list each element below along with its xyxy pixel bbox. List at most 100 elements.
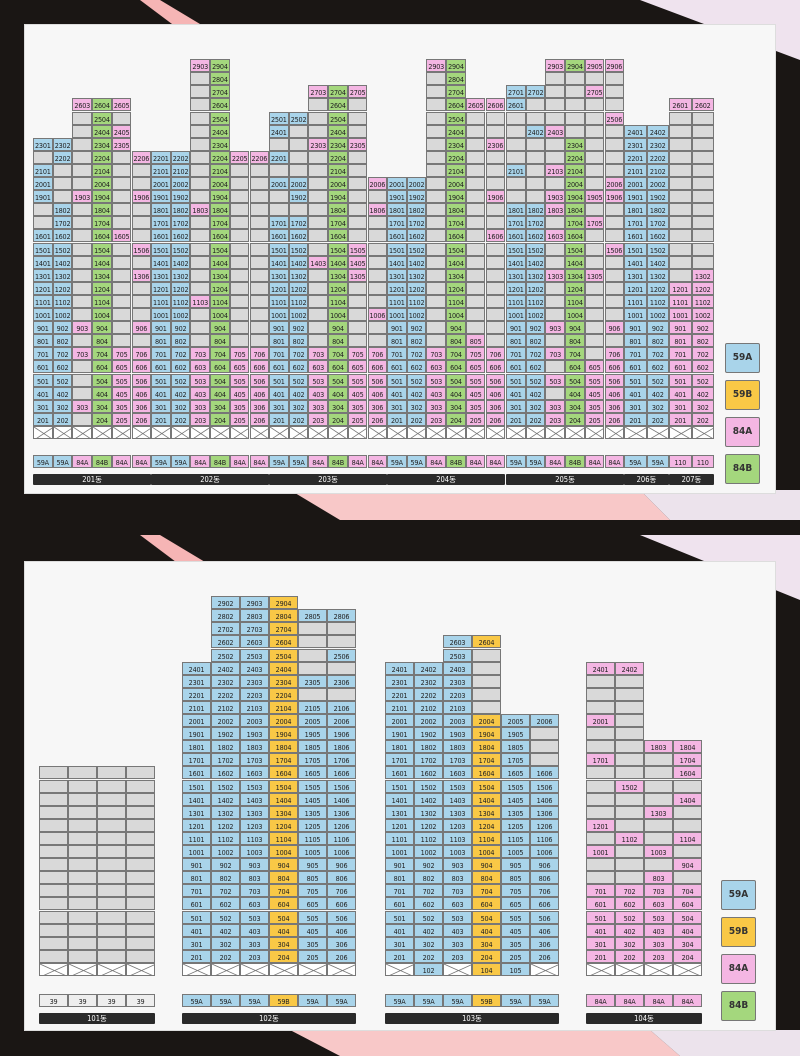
unit-cell[interactable] — [691, 177, 714, 191]
unit-cell[interactable]: 1606 — [530, 766, 559, 780]
unit-cell[interactable]: 904 — [328, 321, 348, 335]
unit-cell[interactable]: 904 — [673, 858, 702, 872]
unit-cell[interactable]: 404 — [565, 386, 585, 400]
unit-cell[interactable]: 501 — [624, 373, 647, 387]
unit-cell[interactable]: 2903 — [190, 59, 211, 73]
unit-cell[interactable]: 1104 — [472, 831, 501, 845]
unit-cell[interactable]: 506 — [131, 373, 152, 387]
unit-cell[interactable]: 503 — [240, 910, 269, 924]
unit-cell[interactable]: 402 — [414, 923, 443, 937]
unit-cell[interactable]: 2903 — [545, 59, 566, 73]
unit-cell[interactable] — [584, 111, 605, 125]
unit-cell[interactable]: 303 — [644, 936, 673, 950]
unit-cell[interactable] — [249, 203, 270, 217]
unit-cell[interactable] — [68, 884, 97, 898]
unit-cell[interactable]: 1101 — [182, 831, 211, 845]
unit-cell[interactable]: 1801 — [151, 203, 171, 217]
unit-cell[interactable] — [673, 818, 702, 832]
unit-cell[interactable] — [506, 111, 526, 125]
unit-cell[interactable]: 2201 — [269, 150, 289, 164]
unit-cell[interactable]: 1501 — [182, 779, 211, 793]
unit-cell[interactable] — [97, 831, 126, 845]
unit-cell[interactable] — [131, 177, 152, 191]
unit-cell[interactable]: 2101 — [182, 700, 211, 714]
unit-cell[interactable] — [615, 818, 644, 832]
unit-cell[interactable]: 706 — [367, 347, 388, 361]
unit-cell[interactable]: 2903 — [240, 596, 269, 610]
unit-cell[interactable]: 402 — [646, 386, 669, 400]
unit-cell[interactable]: 1803 — [190, 203, 211, 217]
unit-cell[interactable]: 605 — [111, 360, 132, 374]
unit-cell[interactable]: 2002 — [406, 177, 427, 191]
unit-cell[interactable]: 604 — [269, 897, 298, 911]
unit-cell[interactable]: 204 — [446, 412, 466, 426]
unit-cell[interactable]: 1902 — [646, 190, 669, 204]
unit-cell[interactable]: 703 — [426, 347, 447, 361]
unit-cell[interactable] — [33, 216, 53, 230]
unit-cell[interactable] — [111, 177, 132, 191]
unit-cell[interactable]: 605 — [501, 897, 530, 911]
unit-cell[interactable]: 1604 — [472, 766, 501, 780]
unit-cell[interactable] — [288, 203, 309, 217]
unit-cell[interactable]: 1103 — [240, 831, 269, 845]
unit-cell[interactable] — [426, 255, 447, 269]
unit-cell[interactable]: 1302 — [525, 268, 546, 282]
unit-cell[interactable]: 206 — [131, 412, 152, 426]
unit-cell[interactable]: 1206 — [530, 818, 559, 832]
unit-cell[interactable]: 701 — [506, 347, 526, 361]
unit-cell[interactable]: 204 — [565, 412, 585, 426]
unit-cell[interactable] — [525, 137, 546, 151]
unit-cell[interactable]: 1201 — [586, 818, 615, 832]
unit-cell[interactable]: 2803 — [240, 609, 269, 623]
unit-cell[interactable]: 2604 — [472, 635, 501, 649]
unit-cell[interactable]: 1103 — [190, 294, 211, 308]
unit-cell[interactable]: 302 — [406, 399, 427, 413]
unit-cell[interactable]: 1104 — [328, 294, 348, 308]
unit-cell[interactable]: 1105 — [501, 831, 530, 845]
unit-cell[interactable]: 1403 — [443, 792, 472, 806]
unit-cell[interactable] — [229, 177, 250, 191]
unit-cell[interactable] — [327, 661, 356, 675]
unit-cell[interactable]: 403 — [190, 386, 211, 400]
unit-cell[interactable]: 905 — [501, 858, 530, 872]
unit-cell[interactable] — [615, 845, 644, 859]
unit-cell[interactable]: 304 — [446, 399, 466, 413]
unit-cell[interactable]: 705 — [347, 347, 368, 361]
unit-cell[interactable] — [249, 216, 270, 230]
unit-cell[interactable]: 1304 — [565, 268, 585, 282]
unit-cell[interactable] — [506, 190, 526, 204]
unit-cell[interactable] — [72, 334, 93, 348]
unit-cell[interactable]: 2402 — [615, 661, 644, 675]
unit-cell[interactable]: 1404 — [92, 255, 112, 269]
unit-cell[interactable]: 2004 — [269, 714, 298, 728]
unit-cell[interactable]: 1202 — [525, 281, 546, 295]
unit-cell[interactable]: 1701 — [385, 753, 414, 767]
unit-cell[interactable] — [72, 203, 93, 217]
unit-cell[interactable] — [190, 255, 211, 269]
unit-cell[interactable] — [97, 858, 126, 872]
unit-cell[interactable] — [131, 229, 152, 243]
unit-cell[interactable] — [111, 111, 132, 125]
unit-cell[interactable]: 1505 — [347, 242, 368, 256]
unit-cell[interactable] — [426, 229, 447, 243]
unit-cell[interactable]: 306 — [327, 936, 356, 950]
unit-cell[interactable]: 1404 — [673, 792, 702, 806]
unit-cell[interactable]: 2903 — [426, 59, 447, 73]
unit-cell[interactable]: 206 — [249, 412, 270, 426]
unit-cell[interactable] — [565, 85, 585, 99]
unit-cell[interactable]: 1401 — [182, 792, 211, 806]
unit-cell[interactable]: 302 — [525, 399, 546, 413]
unit-cell[interactable]: 1302 — [288, 268, 309, 282]
unit-cell[interactable]: 604 — [565, 360, 585, 374]
unit-cell[interactable] — [347, 203, 368, 217]
unit-cell[interactable] — [190, 72, 211, 86]
unit-cell[interactable]: 2101 — [624, 163, 647, 177]
unit-cell[interactable]: 706 — [530, 884, 559, 898]
unit-cell[interactable] — [308, 334, 329, 348]
unit-cell[interactable]: 1904 — [269, 727, 298, 741]
unit-cell[interactable] — [229, 321, 250, 335]
unit-cell[interactable]: 504 — [565, 373, 585, 387]
unit-cell[interactable]: 1704 — [269, 753, 298, 767]
unit-cell[interactable]: 1806 — [367, 203, 388, 217]
unit-cell[interactable] — [308, 321, 329, 335]
